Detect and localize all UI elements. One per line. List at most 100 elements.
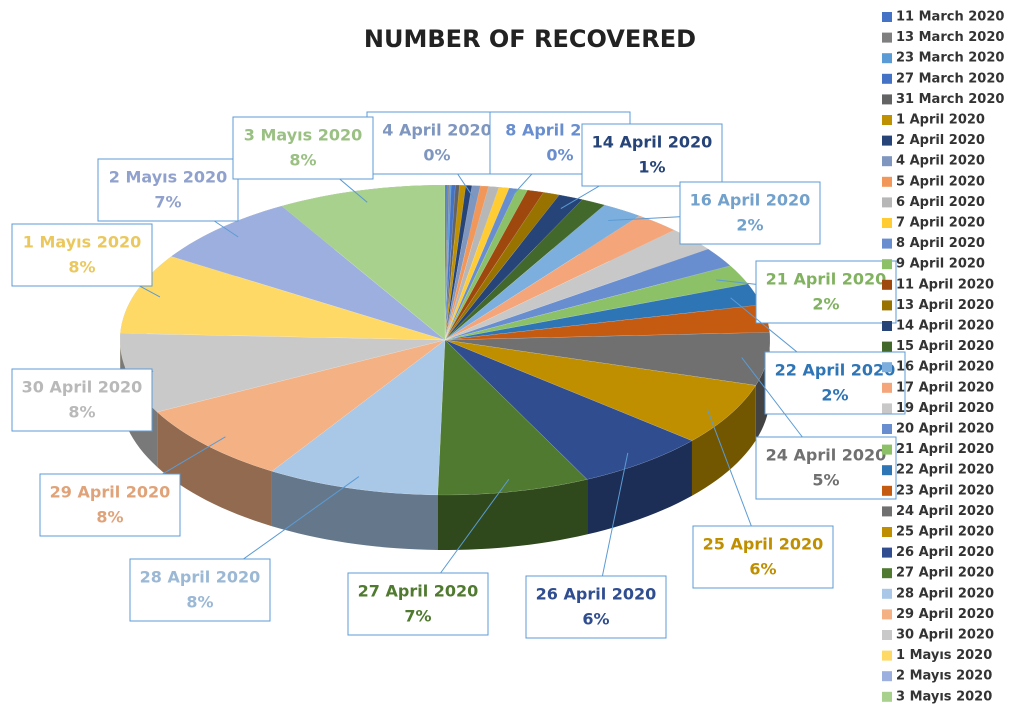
legend-label: 15 April 2020 bbox=[896, 339, 994, 354]
legend-swatch bbox=[882, 588, 892, 599]
callout-value: 6% bbox=[749, 560, 776, 579]
slice bbox=[444, 339, 757, 442]
callout-value: 8% bbox=[289, 151, 316, 170]
legend-label: 7 April 2020 bbox=[896, 216, 985, 231]
callout-box bbox=[764, 351, 906, 415]
callout-box bbox=[525, 575, 667, 639]
slice bbox=[444, 199, 606, 341]
legend-label: 1 April 2020 bbox=[896, 113, 985, 128]
callout-value: 7% bbox=[154, 193, 181, 212]
data-callout: 22 April 2020 2% bbox=[730, 297, 906, 415]
legend-label: 4 April 2020 bbox=[896, 154, 985, 169]
legend-swatch bbox=[882, 53, 892, 64]
data-callout: 28 April 2020 8% bbox=[129, 476, 360, 622]
callout-box bbox=[129, 558, 271, 622]
legend-swatch bbox=[882, 506, 892, 517]
legend-label: 5 April 2020 bbox=[896, 174, 985, 189]
data-callout: 25 April 2020 6% bbox=[692, 408, 834, 589]
legend-label: 17 April 2020 bbox=[896, 380, 994, 395]
data-callout: 3 Mayıs 2020 8% bbox=[232, 116, 374, 203]
callout-box bbox=[679, 181, 821, 245]
callout-category: 3 Mayıs 2020 bbox=[244, 126, 362, 145]
callout-category: 30 April 2020 bbox=[22, 378, 143, 397]
callout-value: 1% bbox=[638, 158, 665, 177]
legend-label: 8 April 2020 bbox=[896, 236, 985, 251]
slice-side bbox=[437, 479, 588, 550]
legend-label: 27 March 2020 bbox=[896, 71, 1004, 86]
callout-value: 0% bbox=[423, 146, 450, 165]
slice-side bbox=[271, 471, 438, 550]
legend-swatch bbox=[882, 321, 892, 331]
slice bbox=[444, 192, 560, 341]
data-callout: 21 April 2020 2% bbox=[716, 260, 897, 324]
slice bbox=[444, 339, 693, 480]
legend-swatch bbox=[882, 176, 892, 187]
legend-swatch bbox=[882, 527, 892, 537]
legend-swatch bbox=[882, 115, 892, 125]
callout-box bbox=[755, 260, 897, 324]
legend-swatch bbox=[882, 94, 892, 105]
legend-label: 3 Mayıs 2020 bbox=[896, 689, 992, 704]
slice bbox=[120, 256, 446, 341]
legend-label: 11 April 2020 bbox=[896, 277, 994, 292]
legend-swatch bbox=[882, 403, 892, 414]
slice bbox=[156, 339, 446, 472]
callout-category: 22 April 2020 bbox=[775, 361, 896, 380]
legend-swatch bbox=[882, 238, 892, 249]
legend-label: 19 April 2020 bbox=[896, 401, 994, 416]
callout-category: 14 April 2020 bbox=[592, 133, 713, 152]
callout-box bbox=[581, 123, 723, 187]
legend-swatch bbox=[882, 135, 892, 146]
legend-label: 25 April 2020 bbox=[896, 525, 994, 540]
callout-box bbox=[692, 525, 834, 589]
legend-label: 28 April 2020 bbox=[896, 586, 994, 601]
callout-value: 5% bbox=[812, 471, 839, 490]
legend-label: 27 April 2020 bbox=[896, 566, 994, 581]
slice bbox=[271, 339, 446, 496]
legend-label: 22 April 2020 bbox=[896, 463, 994, 478]
legend-swatch bbox=[882, 382, 892, 393]
callout-category: 25 April 2020 bbox=[703, 535, 824, 554]
data-callout: 27 April 2020 7% bbox=[347, 479, 510, 636]
legend-label: 26 April 2020 bbox=[896, 545, 994, 560]
callout-box bbox=[97, 158, 239, 222]
callout-value: 8% bbox=[186, 593, 213, 612]
callout-category: 26 April 2020 bbox=[536, 585, 657, 604]
legend-swatch bbox=[882, 630, 892, 640]
data-callout: 24 April 2020 5% bbox=[741, 357, 897, 500]
callout-category: 29 April 2020 bbox=[50, 483, 171, 502]
legend-swatch bbox=[882, 465, 892, 476]
callout-category: 4 April 2020 bbox=[382, 121, 492, 140]
legend-swatch bbox=[882, 279, 892, 290]
callout-category: 2 Mayıs 2020 bbox=[109, 168, 227, 187]
legend-swatch bbox=[882, 547, 892, 558]
legend-label: 2 Mayıs 2020 bbox=[896, 669, 992, 684]
slice bbox=[281, 184, 446, 341]
legend-label: 6 April 2020 bbox=[896, 195, 985, 210]
legend-label: 20 April 2020 bbox=[896, 422, 994, 437]
callout-category: 27 April 2020 bbox=[358, 582, 479, 601]
callout-value: 2% bbox=[736, 216, 763, 235]
data-callout: 2 Mayıs 2020 7% bbox=[97, 158, 239, 238]
callout-box bbox=[232, 116, 374, 180]
callout-category: 21 April 2020 bbox=[766, 270, 887, 289]
callout-value: 2% bbox=[812, 295, 839, 314]
pie-tops bbox=[119, 184, 771, 496]
legend-swatch bbox=[882, 12, 892, 22]
legend-swatch bbox=[882, 300, 892, 311]
callout-category: 28 April 2020 bbox=[140, 568, 261, 587]
data-callout: 29 April 2020 8% bbox=[39, 436, 226, 537]
callout-value: 8% bbox=[96, 508, 123, 527]
callout-category: 1 Mayıs 2020 bbox=[23, 233, 141, 252]
callout-value: 6% bbox=[582, 610, 609, 629]
legend-swatch bbox=[882, 259, 892, 270]
data-callout: 1 Mayıs 2020 8% bbox=[11, 223, 161, 298]
callout-box bbox=[39, 473, 181, 537]
slice bbox=[444, 185, 473, 341]
legend-label: 23 April 2020 bbox=[896, 483, 994, 498]
slice-side bbox=[587, 440, 692, 535]
callout-box bbox=[11, 368, 153, 432]
legend-label: 16 April 2020 bbox=[896, 360, 994, 375]
legend-swatch bbox=[882, 197, 892, 208]
slice bbox=[444, 184, 452, 341]
